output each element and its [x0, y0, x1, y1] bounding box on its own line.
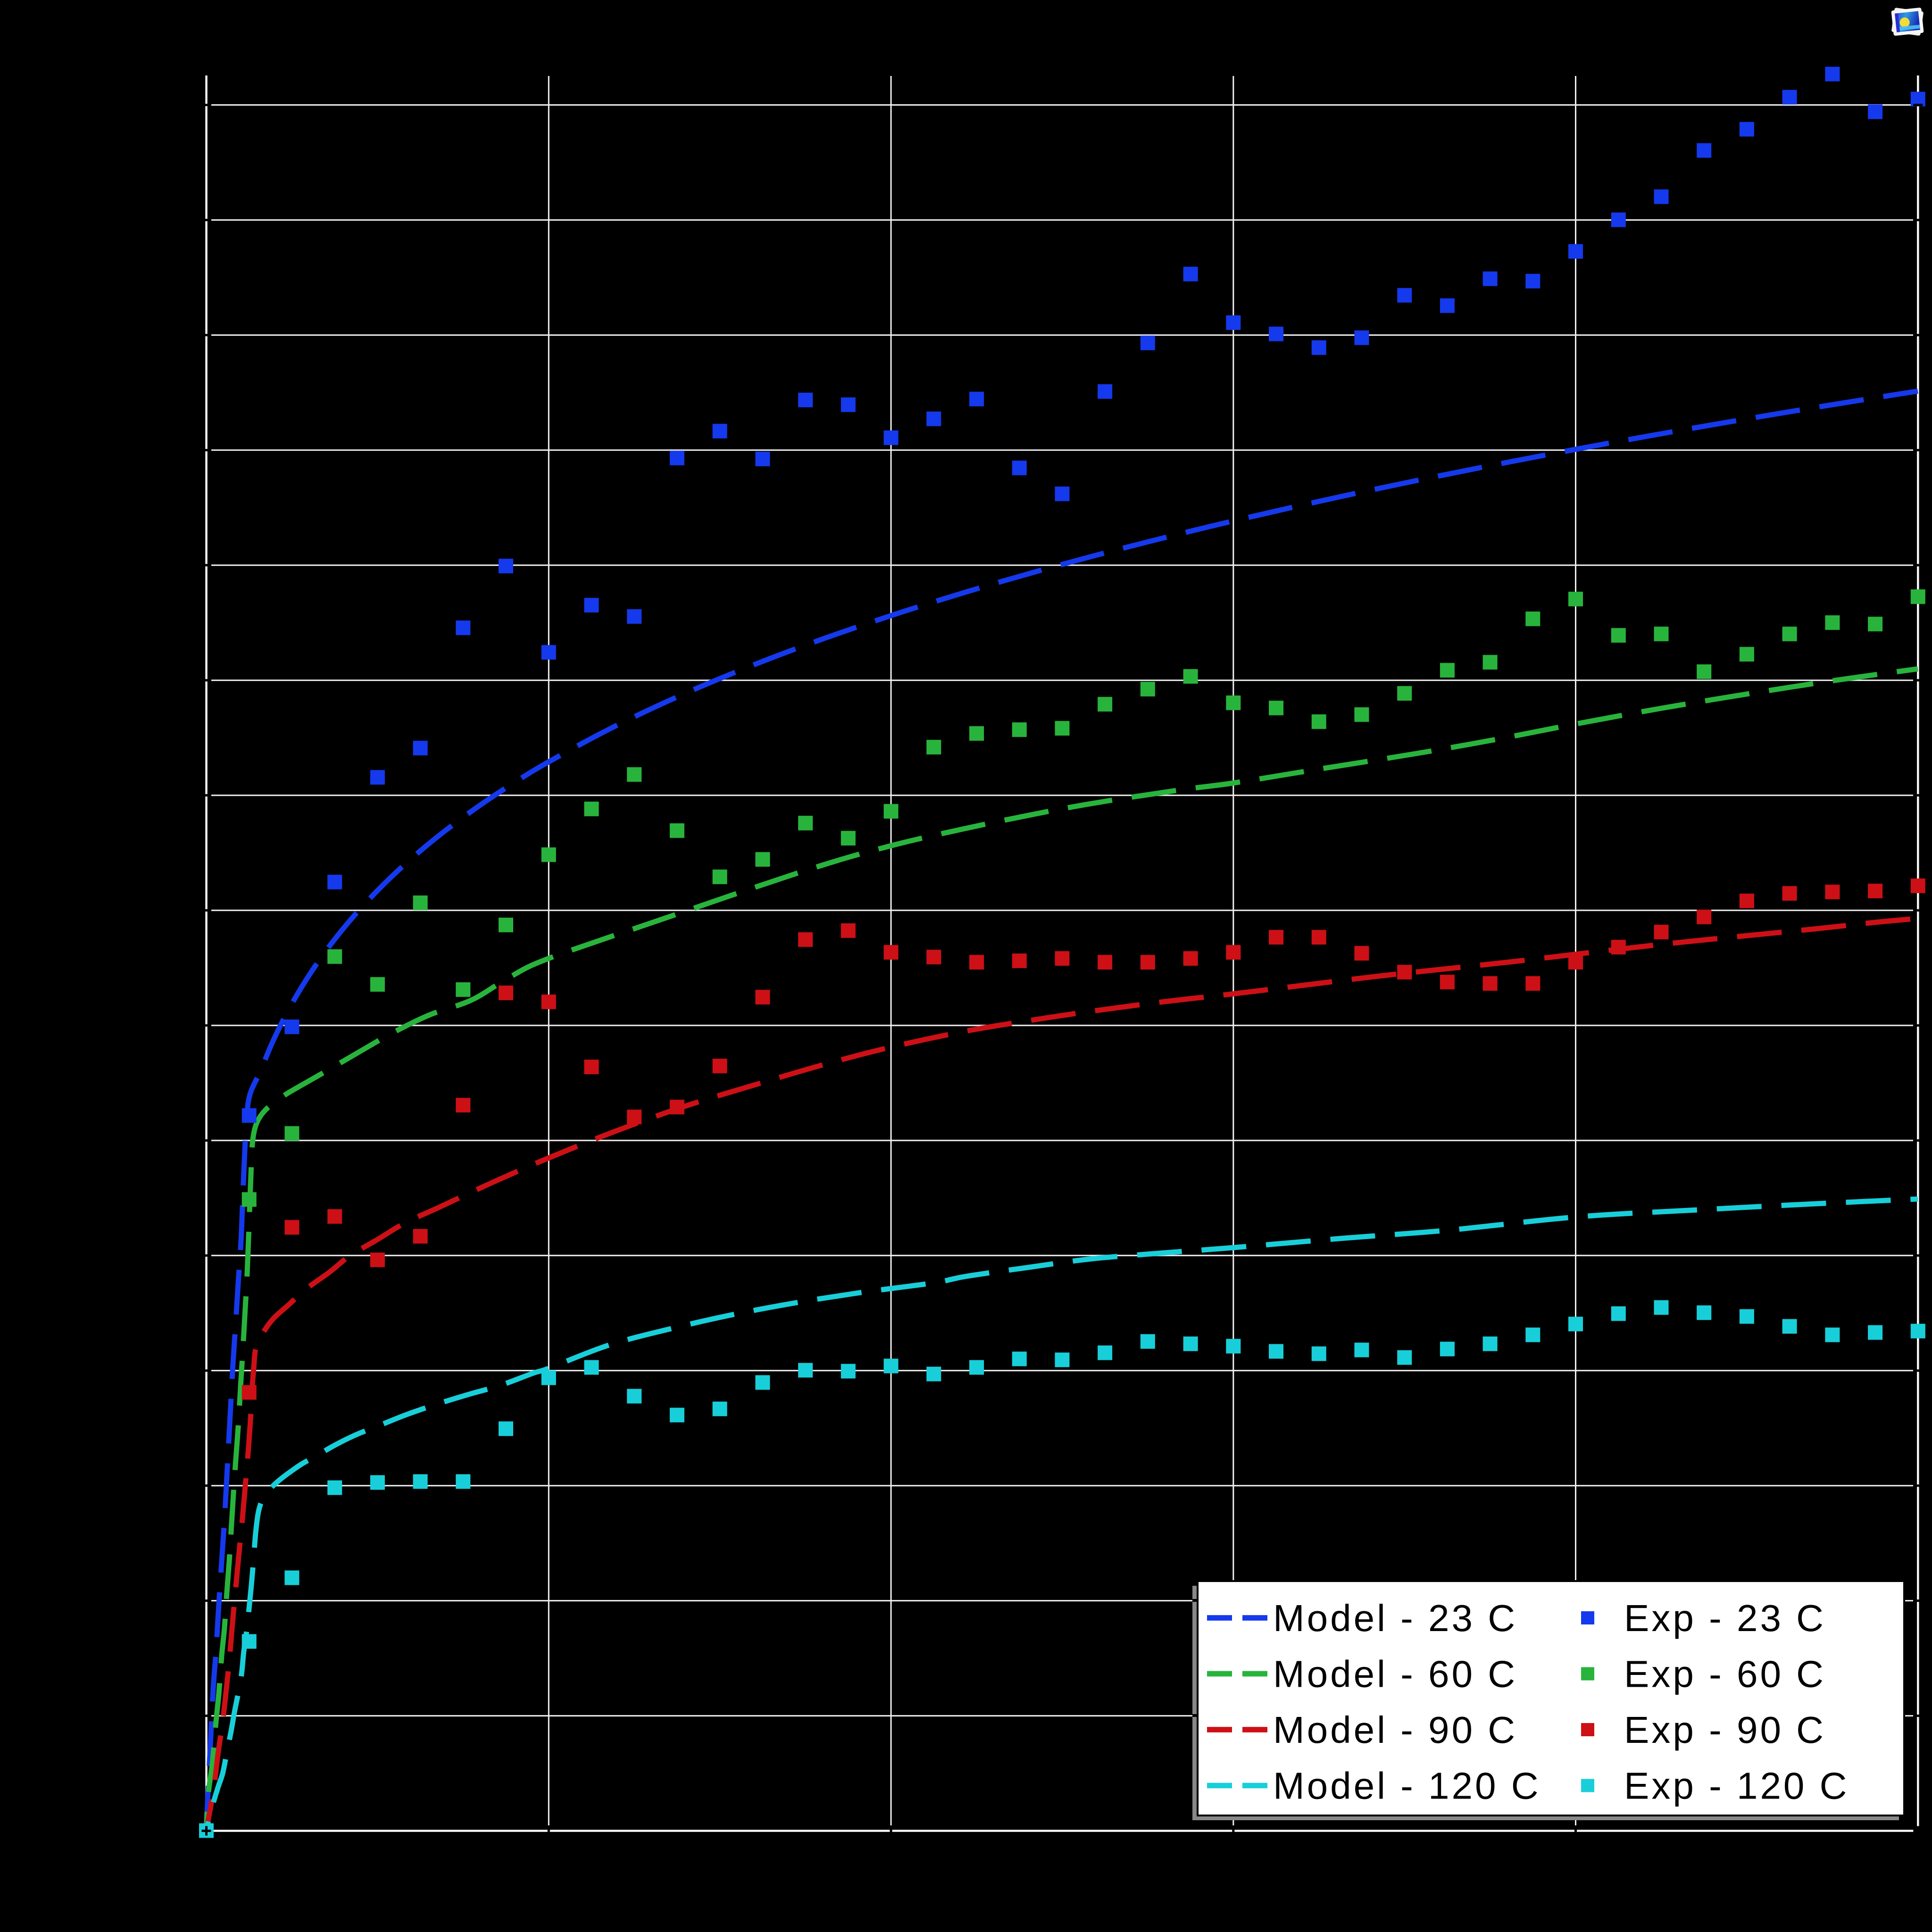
svg-text:Exp - 120 C: Exp - 120 C: [1624, 1765, 1849, 1807]
svg-text:Model - 120 C: Model - 120 C: [1273, 1765, 1541, 1807]
svg-text:Model - 60 C: Model - 60 C: [1273, 1653, 1517, 1695]
svg-text:Model - 23 C: Model - 23 C: [1273, 1597, 1517, 1639]
svg-text:Exp - 90 C: Exp - 90 C: [1624, 1709, 1826, 1751]
svg-text:Exp - 23 C: Exp - 23 C: [1624, 1597, 1826, 1639]
svg-text:Model - 90 C: Model - 90 C: [1273, 1709, 1517, 1751]
svg-text:Exp - 60 C: Exp - 60 C: [1624, 1653, 1826, 1695]
